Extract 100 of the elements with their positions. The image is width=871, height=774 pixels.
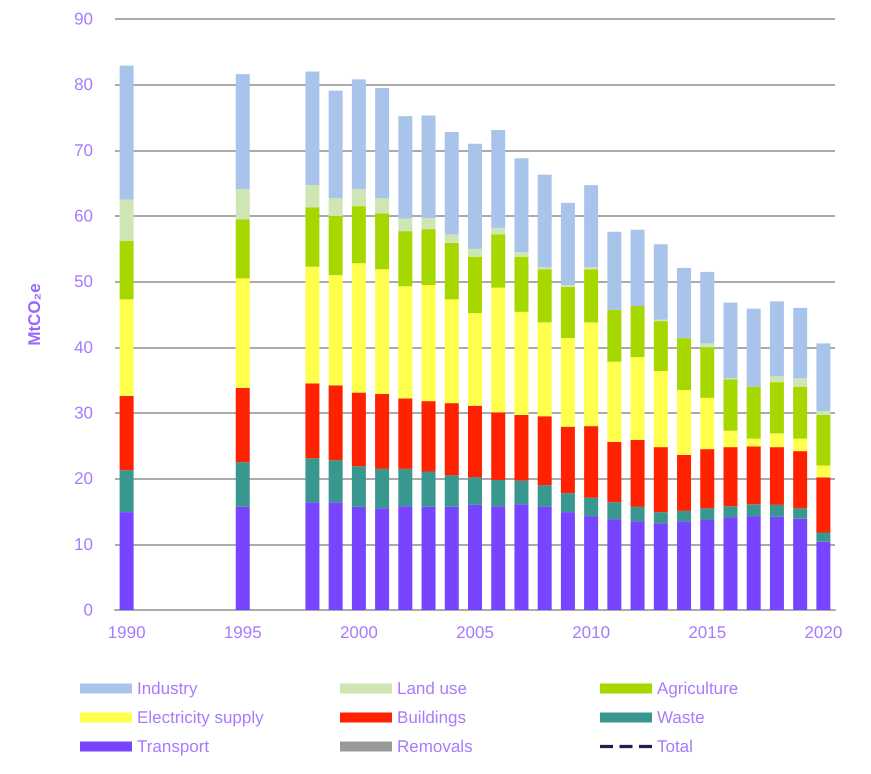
bar bbox=[770, 301, 784, 376]
bar bbox=[468, 504, 482, 610]
bar bbox=[723, 447, 738, 506]
bar bbox=[514, 480, 528, 504]
bar bbox=[398, 231, 412, 286]
bar bbox=[422, 218, 436, 230]
bar bbox=[816, 411, 830, 415]
bar bbox=[746, 308, 761, 387]
bar bbox=[236, 219, 250, 278]
bar bbox=[770, 376, 784, 382]
bar bbox=[305, 266, 320, 384]
bar bbox=[444, 506, 459, 610]
bar bbox=[422, 401, 436, 472]
bar bbox=[654, 523, 668, 610]
bar bbox=[444, 299, 459, 404]
x-tick-label: 2000 bbox=[340, 623, 378, 642]
bar bbox=[700, 398, 714, 450]
bar bbox=[444, 234, 459, 243]
bar bbox=[793, 438, 808, 452]
bar bbox=[352, 466, 366, 507]
bar bbox=[584, 426, 598, 498]
bar bbox=[305, 72, 320, 186]
bar bbox=[468, 248, 482, 257]
bar bbox=[352, 79, 366, 190]
x-tick-label: 2020 bbox=[804, 623, 842, 642]
bar bbox=[328, 385, 343, 460]
legend-label: Transport bbox=[137, 737, 210, 756]
bar bbox=[816, 532, 830, 542]
bar bbox=[746, 504, 761, 516]
bar bbox=[468, 406, 482, 478]
bar bbox=[816, 477, 830, 533]
bar bbox=[723, 302, 738, 378]
bar bbox=[398, 506, 412, 610]
bar bbox=[120, 396, 134, 470]
bar bbox=[746, 446, 761, 504]
bar bbox=[514, 158, 528, 252]
bar bbox=[514, 252, 528, 257]
bar bbox=[120, 470, 134, 512]
x-tick-label: 1990 bbox=[108, 623, 146, 642]
bar bbox=[236, 189, 250, 220]
bar bbox=[607, 232, 622, 310]
bar bbox=[514, 414, 528, 481]
bar bbox=[723, 430, 738, 448]
bar bbox=[236, 462, 250, 507]
bar bbox=[584, 269, 598, 322]
bar bbox=[120, 299, 134, 396]
bar bbox=[514, 312, 528, 415]
bar bbox=[677, 521, 692, 610]
bar bbox=[793, 308, 808, 378]
bar bbox=[375, 508, 390, 610]
bar bbox=[352, 263, 366, 393]
bar bbox=[491, 288, 506, 412]
bar bbox=[305, 502, 320, 610]
bar bbox=[770, 447, 784, 505]
bar bbox=[538, 174, 552, 268]
bar bbox=[514, 256, 528, 312]
legend-label: Buildings bbox=[397, 708, 466, 727]
bar bbox=[538, 506, 552, 610]
bar bbox=[654, 321, 668, 371]
bar bbox=[444, 475, 459, 507]
bar bbox=[654, 244, 668, 320]
x-tick-label: 1995 bbox=[224, 623, 262, 642]
bar bbox=[120, 240, 134, 300]
bar bbox=[422, 116, 436, 218]
bar bbox=[236, 74, 250, 190]
bar bbox=[793, 451, 808, 508]
bar bbox=[816, 414, 830, 466]
bar bbox=[328, 216, 343, 276]
bar bbox=[770, 516, 784, 610]
bar bbox=[793, 518, 808, 610]
bar bbox=[560, 202, 575, 285]
y-tick-label: 10 bbox=[74, 534, 93, 554]
bar bbox=[491, 228, 506, 234]
y-tick-label: 60 bbox=[74, 206, 93, 226]
bar bbox=[723, 380, 738, 431]
bar bbox=[700, 272, 714, 344]
bar bbox=[398, 218, 412, 232]
bar bbox=[328, 502, 343, 610]
bar bbox=[677, 268, 692, 338]
y-tick-label: 30 bbox=[74, 404, 93, 422]
bar bbox=[236, 388, 250, 462]
legend-label: Land use bbox=[397, 679, 467, 698]
bar bbox=[746, 438, 761, 446]
bar bbox=[793, 386, 808, 439]
x-tick-label: 2010 bbox=[572, 623, 610, 642]
bar bbox=[723, 506, 738, 518]
bar bbox=[328, 460, 343, 502]
bar bbox=[630, 306, 645, 358]
bar bbox=[630, 357, 645, 440]
bar bbox=[328, 275, 343, 386]
bar bbox=[816, 466, 830, 478]
x-tick-label: 2005 bbox=[456, 623, 494, 642]
bar bbox=[560, 426, 575, 494]
bar bbox=[654, 370, 668, 448]
bar bbox=[607, 362, 622, 442]
bar bbox=[422, 471, 436, 507]
bar bbox=[700, 508, 714, 520]
bar bbox=[770, 504, 784, 517]
bar bbox=[584, 185, 598, 268]
bar bbox=[700, 449, 714, 508]
